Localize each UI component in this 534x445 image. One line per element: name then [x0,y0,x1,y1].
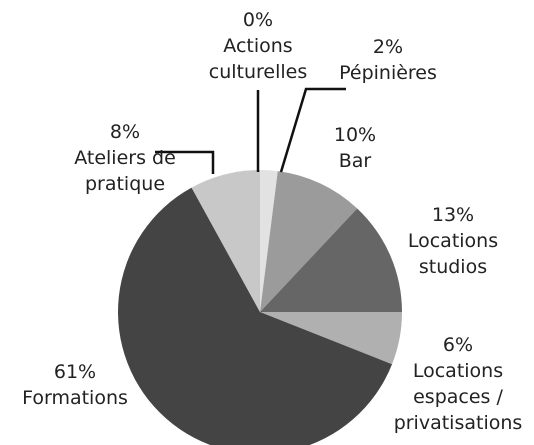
pie-slice [118,187,393,445]
value-label: 8% [109,121,141,143]
leader-line [279,87,346,173]
category-label: Ateliers de pratique [74,147,176,195]
slice-label: 6% Locations espaces / privatisations [378,332,534,436]
slice-label: 61% Formations [5,359,145,411]
category-label: Locations espaces / privatisations [393,360,523,434]
category-label: Actions culturelles [208,35,308,83]
value-label: 0% [242,9,274,31]
value-label: 2% [372,36,404,58]
pie-slice [260,312,402,365]
slice-label: 2% Pépinières [318,34,458,86]
slice-label: 10% Bar [295,122,415,174]
value-label: 6% [442,334,474,356]
slice-label: 0% Actions culturelles [188,7,328,85]
category-label: Pépinières [339,62,437,84]
slice-label: 8% Ateliers de pratique [55,119,195,197]
category-label: Formations [22,387,128,409]
leader-line [155,150,215,174]
pie-slice [191,170,260,312]
category-label: Locations studios [407,230,499,278]
value-label: 13% [431,204,475,226]
pie-slice [260,170,278,312]
pie-slice [260,208,402,312]
slice-label: 13% Locations studios [383,202,523,280]
category-label: Bar [338,150,372,172]
value-label: 10% [333,124,377,146]
pie-slice [260,171,358,312]
value-label: 61% [53,361,97,383]
